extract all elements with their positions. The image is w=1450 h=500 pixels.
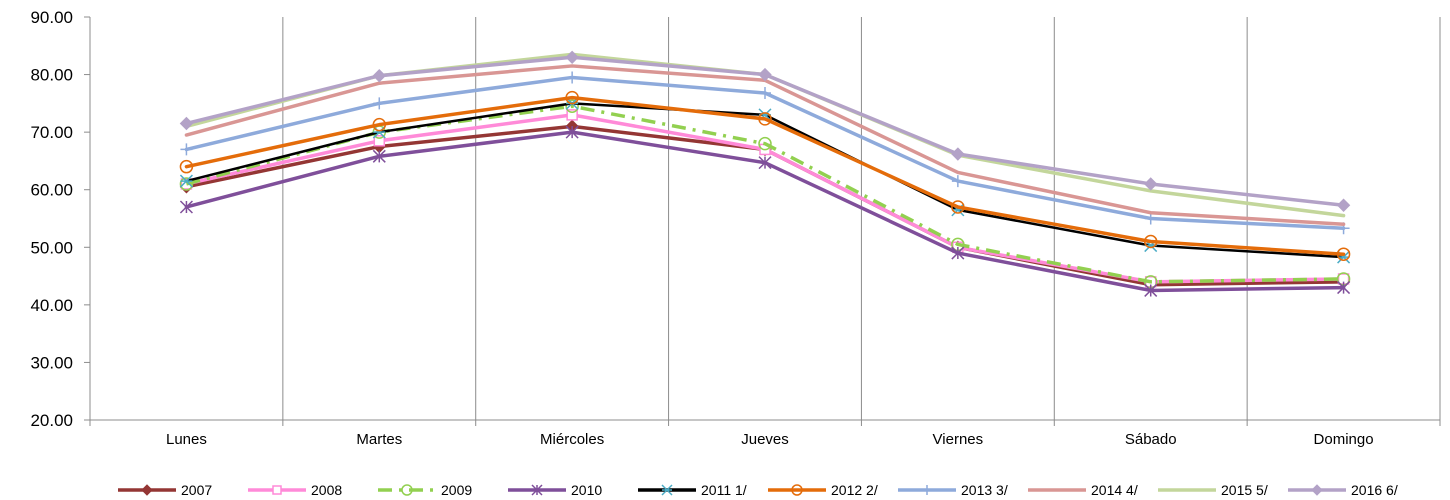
legend-label: 2011 1/ bbox=[701, 482, 747, 498]
series bbox=[180, 71, 1350, 235]
data-point bbox=[179, 116, 194, 131]
x-tick-label: Miércoles bbox=[540, 431, 604, 448]
y-tick-label: 20.00 bbox=[30, 411, 73, 430]
legend-label: 2015 5/ bbox=[1221, 482, 1268, 498]
series bbox=[179, 50, 1351, 212]
y-tick-label: 30.00 bbox=[30, 353, 73, 372]
series bbox=[179, 125, 1351, 297]
data-point bbox=[758, 67, 772, 82]
legend-item: 2009 bbox=[378, 482, 472, 498]
data-point bbox=[565, 90, 579, 105]
data-point bbox=[758, 136, 772, 151]
data-point bbox=[565, 50, 579, 65]
data-point bbox=[1336, 247, 1351, 261]
series-line bbox=[185, 102, 1345, 259]
data-point bbox=[566, 109, 578, 121]
data-point bbox=[1336, 198, 1351, 212]
data-point bbox=[1144, 283, 1158, 297]
series-line bbox=[184, 95, 1346, 256]
y-tick-label: 80.00 bbox=[30, 66, 73, 85]
y-tick-label: 50.00 bbox=[30, 238, 73, 257]
data-point bbox=[1143, 234, 1158, 249]
legend-item: 2014 4/ bbox=[1028, 482, 1138, 498]
legend-label: 2014 4/ bbox=[1091, 482, 1138, 498]
data-point bbox=[179, 177, 194, 191]
y-tick-label: 70.00 bbox=[30, 123, 73, 142]
y-axis-ticks: 20.00 30.00 40.00 50.00 60.00 70.00 80.00 90.00 bbox=[30, 8, 90, 430]
series bbox=[180, 109, 1350, 288]
data-point bbox=[180, 143, 193, 156]
series-lines bbox=[179, 50, 1351, 297]
legend-label: 2008 bbox=[311, 482, 342, 498]
data-point bbox=[951, 175, 964, 188]
x-tick-label: Viernes bbox=[933, 431, 984, 448]
legend-item: 2013 3/ bbox=[898, 482, 1008, 498]
x-tick-label: Domingo bbox=[1314, 431, 1374, 448]
legend-label: 2009 bbox=[441, 482, 472, 498]
legend-item: 2011 1/ bbox=[638, 482, 747, 498]
legend: 2007 2008 2009 2010 2011 1/2012 2/2013 3/201… bbox=[118, 482, 1398, 498]
data-point bbox=[791, 484, 803, 496]
data-point bbox=[372, 149, 386, 163]
data-point bbox=[372, 69, 386, 83]
legend-label: 2007 bbox=[181, 482, 212, 498]
x-tick-label: Martes bbox=[356, 431, 402, 448]
data-point bbox=[1337, 281, 1351, 295]
y-tick-label: 60.00 bbox=[30, 181, 73, 200]
legend-label: 2012 2/ bbox=[831, 482, 878, 498]
data-point bbox=[373, 135, 386, 147]
x-tick-label: Sábado bbox=[1125, 431, 1177, 448]
data-point bbox=[758, 112, 772, 126]
x-tick-label: Lunes bbox=[166, 431, 207, 448]
data-point bbox=[1144, 212, 1157, 225]
data-point bbox=[373, 97, 386, 110]
y-tick-label: 90.00 bbox=[30, 8, 73, 27]
series bbox=[179, 96, 1351, 264]
legend-label: 2013 3/ bbox=[961, 482, 1008, 498]
legend-item: 2016 6/ bbox=[1288, 482, 1398, 498]
data-point bbox=[1144, 177, 1158, 191]
data-point bbox=[565, 99, 579, 113]
data-point bbox=[951, 147, 965, 161]
data-point bbox=[566, 71, 579, 84]
data-point bbox=[401, 484, 413, 496]
x-axis-ticks: Lunes Martes Miércoles Jueves Viernes Sábado D… bbox=[89, 420, 1441, 448]
data-point bbox=[661, 484, 673, 496]
legend-item: 2012 2/ bbox=[768, 482, 878, 498]
legend-item: 2010 bbox=[508, 482, 602, 498]
data-point bbox=[951, 200, 965, 214]
series bbox=[179, 90, 1351, 261]
axes bbox=[89, 17, 1440, 421]
legend-label: 2010 bbox=[571, 482, 602, 498]
data-point bbox=[179, 200, 193, 214]
data-point bbox=[758, 156, 772, 170]
legend-item: 2008 bbox=[248, 482, 342, 498]
legend-item: 2007 bbox=[118, 482, 212, 498]
y-tick-label: 40.00 bbox=[30, 296, 73, 315]
data-point bbox=[565, 125, 579, 139]
data-point bbox=[951, 246, 965, 260]
data-point bbox=[922, 485, 932, 495]
legend-label: 2016 6/ bbox=[1351, 482, 1398, 498]
series-line bbox=[184, 113, 1346, 284]
data-point bbox=[531, 484, 543, 496]
data-point bbox=[372, 117, 387, 132]
data-point bbox=[759, 86, 771, 99]
data-point bbox=[179, 159, 194, 174]
legend-item: 2015 5/ bbox=[1158, 482, 1268, 498]
data-point bbox=[272, 485, 282, 495]
data-point bbox=[141, 484, 153, 496]
x-tick-label: Jueves bbox=[741, 431, 789, 448]
data-point bbox=[1311, 484, 1323, 496]
data-point bbox=[179, 174, 193, 188]
